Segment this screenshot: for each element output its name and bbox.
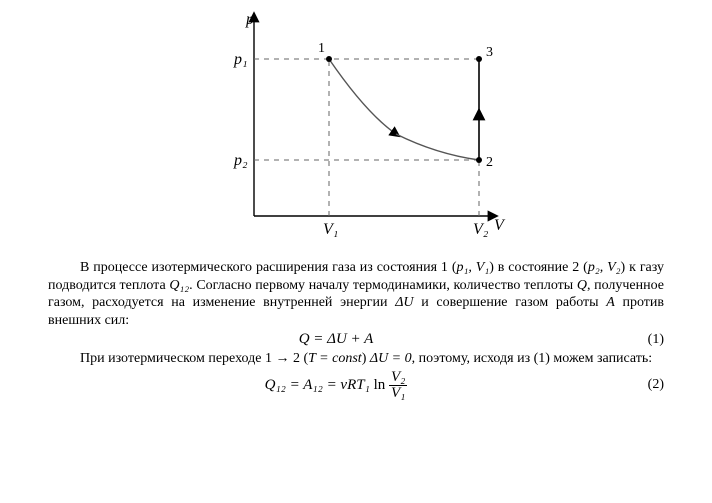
eq2-frac: V₂ V₁	[389, 370, 407, 401]
eq2-frac-top: V₂	[389, 370, 407, 386]
paragraph-2: При изотермическом переходе 1 → 2 (T = c…	[48, 350, 664, 368]
label-point-3: 3	[486, 45, 493, 60]
ytick-p1: p₁	[233, 51, 248, 68]
p1-Q12: Q₁₂	[169, 278, 189, 293]
figure-container: 1 2 3 p V p₁ p₂ V₁ V₂	[0, 0, 712, 259]
xlabel: V	[494, 217, 506, 234]
p2-dU0: ΔU = 0	[370, 351, 412, 366]
curve-12-b	[396, 134, 479, 160]
ylabel: p	[245, 11, 254, 28]
equation-1: Q = ΔU + A	[48, 331, 624, 348]
p2-text-b: )	[362, 351, 370, 366]
curve-12-a	[329, 59, 396, 134]
equation-2-row: Q₁₂ = A₁₂ = νRT₁ ln V₂ V₁ (2)	[48, 370, 664, 401]
p2-text-c: , поэтому, исходя из (1) можем записать:	[412, 351, 653, 366]
equation-1-row: Q = ΔU + A (1)	[48, 331, 664, 348]
xtick-v2: V₂	[473, 221, 489, 238]
equation-2: Q₁₂ = A₁₂ = νRT₁ ln V₂ V₁	[48, 370, 624, 401]
point-2	[476, 157, 482, 163]
p1-Q: Q	[577, 278, 587, 293]
paragraph-1: В процессе изотермического расширения га…	[48, 259, 664, 329]
equation-1-number: (1)	[624, 332, 664, 348]
ytick-p2: p₂	[233, 152, 248, 169]
eq2-frac-bot: V₁	[389, 386, 407, 401]
equation-2-number: (2)	[624, 377, 664, 393]
point-3	[476, 56, 482, 62]
xtick-v1: V₁	[323, 221, 338, 238]
p1-p1V1: p₁, V₁	[457, 260, 490, 275]
point-1	[326, 56, 332, 62]
p2-Tconst: T = const	[308, 351, 362, 366]
label-point-1: 1	[318, 41, 325, 56]
p1-text-b: ) в состояние 2 (	[489, 260, 588, 275]
p1-p2V2: p₂, V₂	[588, 260, 621, 275]
p1-text-a: В процессе изотермического расширения га…	[80, 260, 457, 275]
p1-A: A	[606, 295, 615, 310]
p2-text-a: При изотермическом переходе 1 → 2 (	[80, 351, 308, 366]
label-point-2: 2	[486, 155, 493, 170]
eq2-left: Q₁₂ = A₁₂ = νRT₁	[265, 376, 374, 392]
eq2-ln: ln	[374, 376, 386, 392]
pv-diagram: 1 2 3 p V p₁ p₂ V₁ V₂	[206, 6, 506, 254]
p1-text-d: . Согласно первому началу термодинамики,…	[189, 278, 577, 293]
p1-dU: ΔU	[395, 295, 413, 310]
p1-text-f: и совершение газом работы	[414, 295, 607, 310]
